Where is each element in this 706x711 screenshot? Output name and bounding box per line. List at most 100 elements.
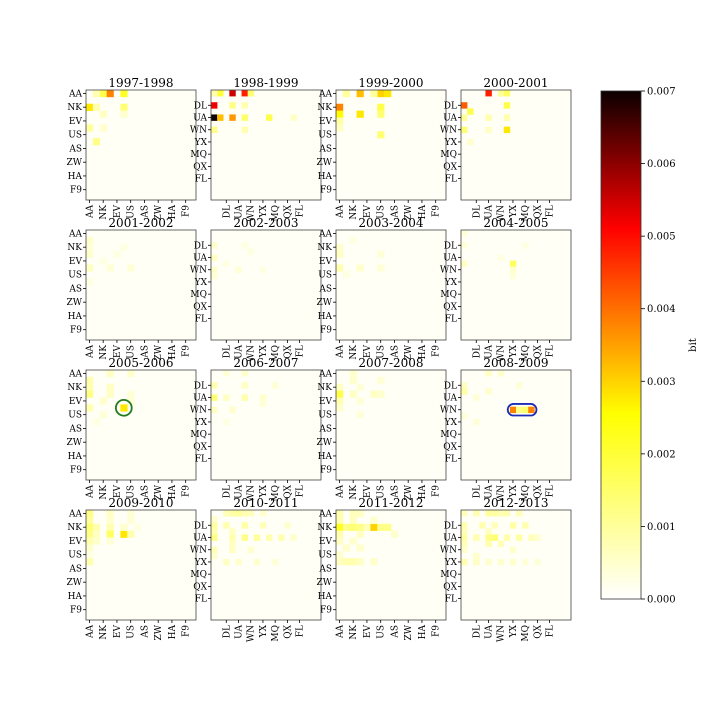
heatmap-cell [534, 558, 541, 566]
x-tick-label: YX [259, 484, 269, 498]
x-tick-label: AS [140, 205, 150, 219]
y-tick-label: UA [193, 534, 207, 544]
y-tick-label: NK [67, 103, 82, 113]
x-tick-label: YX [509, 484, 519, 498]
heatmap-cell [106, 516, 114, 525]
x-tick-label: FL [546, 345, 556, 357]
heatmap-cell [86, 530, 94, 538]
x-tick-label: YX [509, 624, 519, 638]
panel-background [336, 370, 446, 480]
panel-title: 1999-2000 [358, 76, 423, 90]
heatmap-cell [86, 124, 94, 132]
y-tick-label: NK [67, 383, 82, 393]
heatmap-cell [336, 558, 344, 566]
y-tick-label: WN [190, 546, 207, 556]
heatmap-cell [241, 394, 248, 401]
panel-background [86, 370, 196, 480]
panel-frame [210, 369, 322, 481]
heatmap-cell [336, 103, 344, 111]
y-tick-label: WN [190, 126, 207, 136]
x-tick-label: MQ [271, 345, 281, 362]
y-tick-label: QX [443, 442, 457, 452]
x-tick-label: US [127, 345, 137, 359]
heatmap-cell [127, 390, 135, 398]
y-tick-label: US [68, 271, 82, 281]
y-tick-label: US [318, 271, 332, 281]
heatmap-cell [229, 510, 236, 517]
x-tick-label: NK [99, 485, 109, 500]
heatmap-cell [211, 114, 218, 121]
heatmap-cell [241, 370, 248, 377]
y-tick-label: F9 [320, 466, 332, 476]
heatmap-cell [120, 530, 128, 538]
heatmap-cell [509, 266, 517, 274]
heatmap-cell [473, 558, 480, 566]
y-tick-label: DL [194, 101, 207, 111]
panel-background [86, 230, 196, 340]
y-tick-label: EV [69, 537, 83, 547]
heatmap-cell [241, 242, 248, 249]
heatmap-cell [473, 418, 480, 426]
heatmap-cell [253, 534, 261, 541]
heatmap-cell [247, 248, 255, 255]
x-tick-label: AS [390, 205, 400, 219]
x-tick-label: HA [168, 485, 178, 500]
x-tick-label: UA [235, 485, 245, 499]
y-tick-label: MQ [440, 430, 457, 440]
x-tick-label: EV [363, 485, 373, 499]
heatmap-cell [120, 404, 128, 412]
panel-title: 2007-2008 [358, 356, 423, 370]
y-tick-label: AA [318, 229, 332, 239]
heatmap-cell [223, 418, 230, 426]
x-tick-label: AS [390, 625, 400, 639]
heatmap-cell [266, 114, 273, 121]
x-tick-label: HA [168, 625, 178, 640]
panel-title: 2012-2013 [483, 496, 548, 510]
heatmap-cell [86, 250, 94, 258]
heatmap-cell [516, 406, 523, 414]
x-tick-label: F9 [182, 345, 192, 357]
y-tick-label: YX [444, 418, 458, 428]
panel-title: 2004-2005 [483, 216, 548, 230]
panel-frame [85, 509, 197, 621]
heatmap-cell [336, 250, 344, 258]
y-tick-label: AS [318, 284, 332, 294]
x-tick-label: ZW [154, 344, 164, 360]
heatmap-cell [223, 260, 230, 267]
y-tick-label: YX [194, 558, 208, 568]
x-tick-label: WN [497, 205, 507, 222]
heatmap-cell [516, 510, 523, 517]
y-tick-label: DL [444, 521, 457, 531]
colorbar-tick-label: 0.005 [647, 232, 676, 243]
heatmap-cell [86, 537, 94, 545]
y-tick-label: AS [318, 424, 332, 434]
heatmap-cell [247, 510, 255, 517]
heatmap-cell [377, 90, 385, 98]
heatmap-cell [349, 236, 357, 245]
y-tick-label: NK [317, 103, 332, 113]
heatmap-cell [336, 397, 344, 405]
heatmap-cell [377, 376, 385, 385]
heatmap-cell [370, 523, 378, 531]
x-tick-label: US [127, 205, 137, 219]
heatmap-cell [86, 516, 94, 525]
heatmap-cell [461, 114, 468, 121]
x-tick-label: WN [247, 205, 257, 222]
heatmap-cell [461, 388, 468, 395]
heatmap-cell [92, 530, 101, 538]
heatmap-cell [211, 546, 218, 554]
heatmap-cell [235, 266, 242, 274]
x-tick-label: MQ [271, 485, 281, 502]
x-tick-label: US [377, 485, 387, 499]
y-tick-label: QX [193, 582, 207, 592]
panel-frame [210, 229, 322, 341]
heatmap-cell [217, 90, 224, 97]
y-tick-label: NK [317, 523, 332, 533]
x-tick-label: AA [335, 625, 345, 639]
